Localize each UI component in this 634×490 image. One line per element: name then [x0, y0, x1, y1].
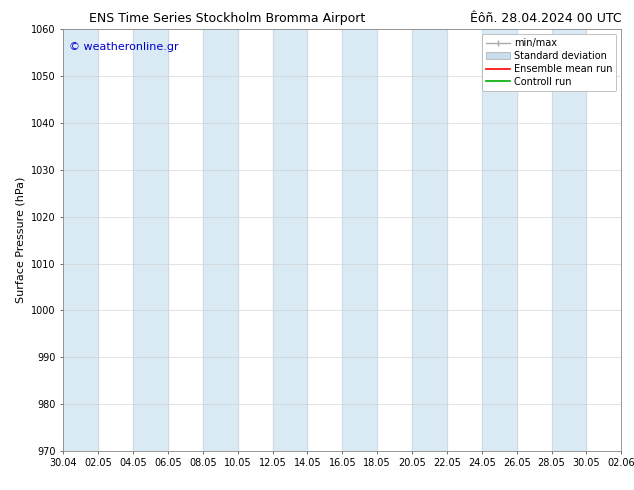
Bar: [342, 29, 377, 451]
Bar: [412, 29, 447, 451]
Y-axis label: Surface Pressure (hPa): Surface Pressure (hPa): [16, 177, 25, 303]
Text: © weatheronline.gr: © weatheronline.gr: [69, 42, 179, 52]
Legend: min/max, Standard deviation, Ensemble mean run, Controll run: min/max, Standard deviation, Ensemble me…: [482, 34, 616, 91]
Text: ENS Time Series Stockholm Bromma Airport: ENS Time Series Stockholm Bromma Airport: [89, 12, 365, 25]
Bar: [552, 29, 586, 451]
Bar: [273, 29, 307, 451]
Bar: [133, 29, 168, 451]
Bar: [203, 29, 238, 451]
Bar: [482, 29, 517, 451]
Bar: [63, 29, 98, 451]
Text: Êôñ. 28.04.2024 00 UTC: Êôñ. 28.04.2024 00 UTC: [470, 12, 621, 25]
